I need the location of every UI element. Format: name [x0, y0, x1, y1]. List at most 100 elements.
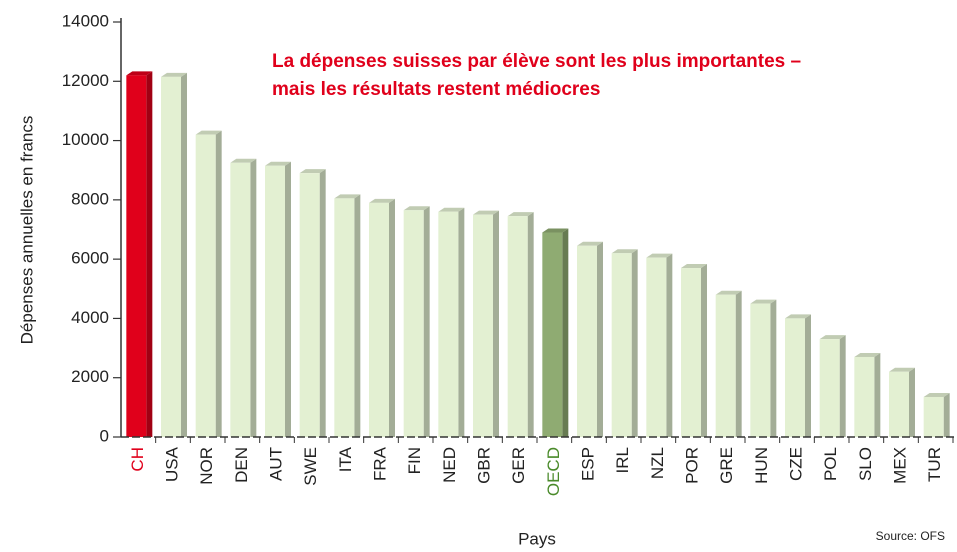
bar-top	[403, 206, 430, 211]
annotation: La dépenses suisses par élève sont les p…	[272, 51, 801, 72]
y-tick-label: 8000	[71, 189, 109, 208]
x-tick-label: HUN	[752, 447, 771, 484]
source: Source: OFS	[876, 529, 945, 543]
bar-side	[735, 290, 742, 437]
y-axis-label: Dépenses annuelles en francs	[17, 116, 36, 345]
y-tick-label: 14000	[62, 11, 109, 30]
bar-top	[542, 228, 569, 233]
bar-top	[299, 169, 326, 174]
bar-side	[458, 207, 465, 437]
bar	[889, 371, 909, 437]
x-tick-label: ESP	[578, 447, 597, 481]
bar	[161, 76, 181, 437]
x-tick-label: NED	[440, 447, 459, 483]
bar-top	[611, 249, 638, 254]
bar	[542, 232, 563, 437]
bar-side	[770, 299, 777, 437]
x-tick-label: CH	[128, 447, 147, 472]
bar	[126, 75, 147, 437]
x-tick-label: NOR	[197, 447, 216, 485]
bar-side	[146, 71, 153, 437]
bar	[403, 210, 424, 437]
bar-top	[715, 290, 742, 295]
bar-top	[265, 161, 291, 166]
bar-top	[507, 212, 534, 217]
y-tick-label: 10000	[62, 130, 109, 149]
x-tick-label: OECD	[544, 447, 563, 496]
bar-top	[681, 264, 707, 269]
x-tick-label: POR	[682, 447, 701, 484]
bar-top	[369, 198, 395, 203]
bar-top	[577, 241, 603, 246]
bar-top	[785, 314, 811, 319]
x-tick-label: FIN	[405, 447, 424, 474]
x-tick-label: ITA	[336, 446, 355, 472]
bar	[715, 294, 736, 437]
bar	[785, 318, 805, 437]
bar	[646, 257, 667, 437]
y-tick-label: 6000	[71, 249, 109, 268]
bar-top	[334, 194, 361, 199]
bar-top	[161, 72, 187, 77]
x-tick-label: IRL	[613, 447, 632, 473]
x-tick-label: GRE	[717, 447, 736, 484]
bar	[681, 268, 701, 437]
bar	[230, 162, 251, 437]
bar-side	[701, 264, 707, 437]
x-tick-label: GER	[509, 447, 528, 484]
bar-side	[666, 253, 673, 437]
bar-top	[473, 210, 499, 215]
y-tick-label: 12000	[62, 71, 109, 90]
bar-top	[889, 367, 915, 372]
x-tick-label: POL	[821, 447, 840, 481]
annotation: mais les résultats restent médiocres	[272, 79, 600, 100]
bar	[819, 339, 840, 437]
bar-top	[126, 71, 153, 76]
x-tick-label: GBR	[474, 447, 493, 484]
x-tick-label: SWE	[301, 447, 320, 486]
bar	[438, 211, 459, 437]
x-tick-label: USA	[162, 446, 181, 482]
bar-top	[438, 207, 465, 212]
x-tick-label: FRA	[370, 446, 389, 481]
bar-side	[562, 228, 569, 437]
bar-side	[909, 367, 915, 437]
bar-side	[874, 352, 881, 437]
y-tick-label: 0	[100, 426, 109, 445]
x-tick-label: SLO	[856, 447, 875, 481]
bar-side	[943, 392, 950, 437]
x-tick-label: NZL	[648, 447, 667, 479]
bar-top	[819, 335, 846, 340]
bar	[750, 303, 771, 437]
bar-top	[646, 253, 673, 258]
x-axis-label: Pays	[518, 529, 556, 548]
bar	[923, 396, 944, 437]
bar-top	[230, 158, 257, 163]
bar-side	[805, 314, 811, 437]
y-tick-label: 4000	[71, 308, 109, 327]
bar	[265, 165, 285, 437]
y-tick-label: 2000	[71, 367, 109, 386]
bar-side	[389, 198, 395, 437]
bar-side	[319, 169, 326, 437]
bar-top	[750, 299, 777, 304]
bar	[299, 173, 320, 437]
bar-side	[631, 249, 638, 437]
bar	[854, 356, 875, 437]
bar	[369, 202, 389, 437]
bar-side	[423, 206, 430, 437]
x-tick-label: CZE	[786, 447, 805, 481]
bar-side	[285, 161, 291, 437]
bar-side	[493, 210, 499, 437]
bar-side	[839, 335, 846, 437]
x-tick-label: MEX	[890, 447, 909, 484]
bar	[507, 216, 528, 437]
bar	[611, 253, 632, 437]
x-tick-label: DEN	[232, 447, 251, 483]
bar-side	[354, 194, 361, 437]
bar	[577, 245, 597, 437]
bar-side	[215, 130, 222, 437]
bar-side	[527, 212, 534, 437]
bar-side	[181, 72, 187, 437]
